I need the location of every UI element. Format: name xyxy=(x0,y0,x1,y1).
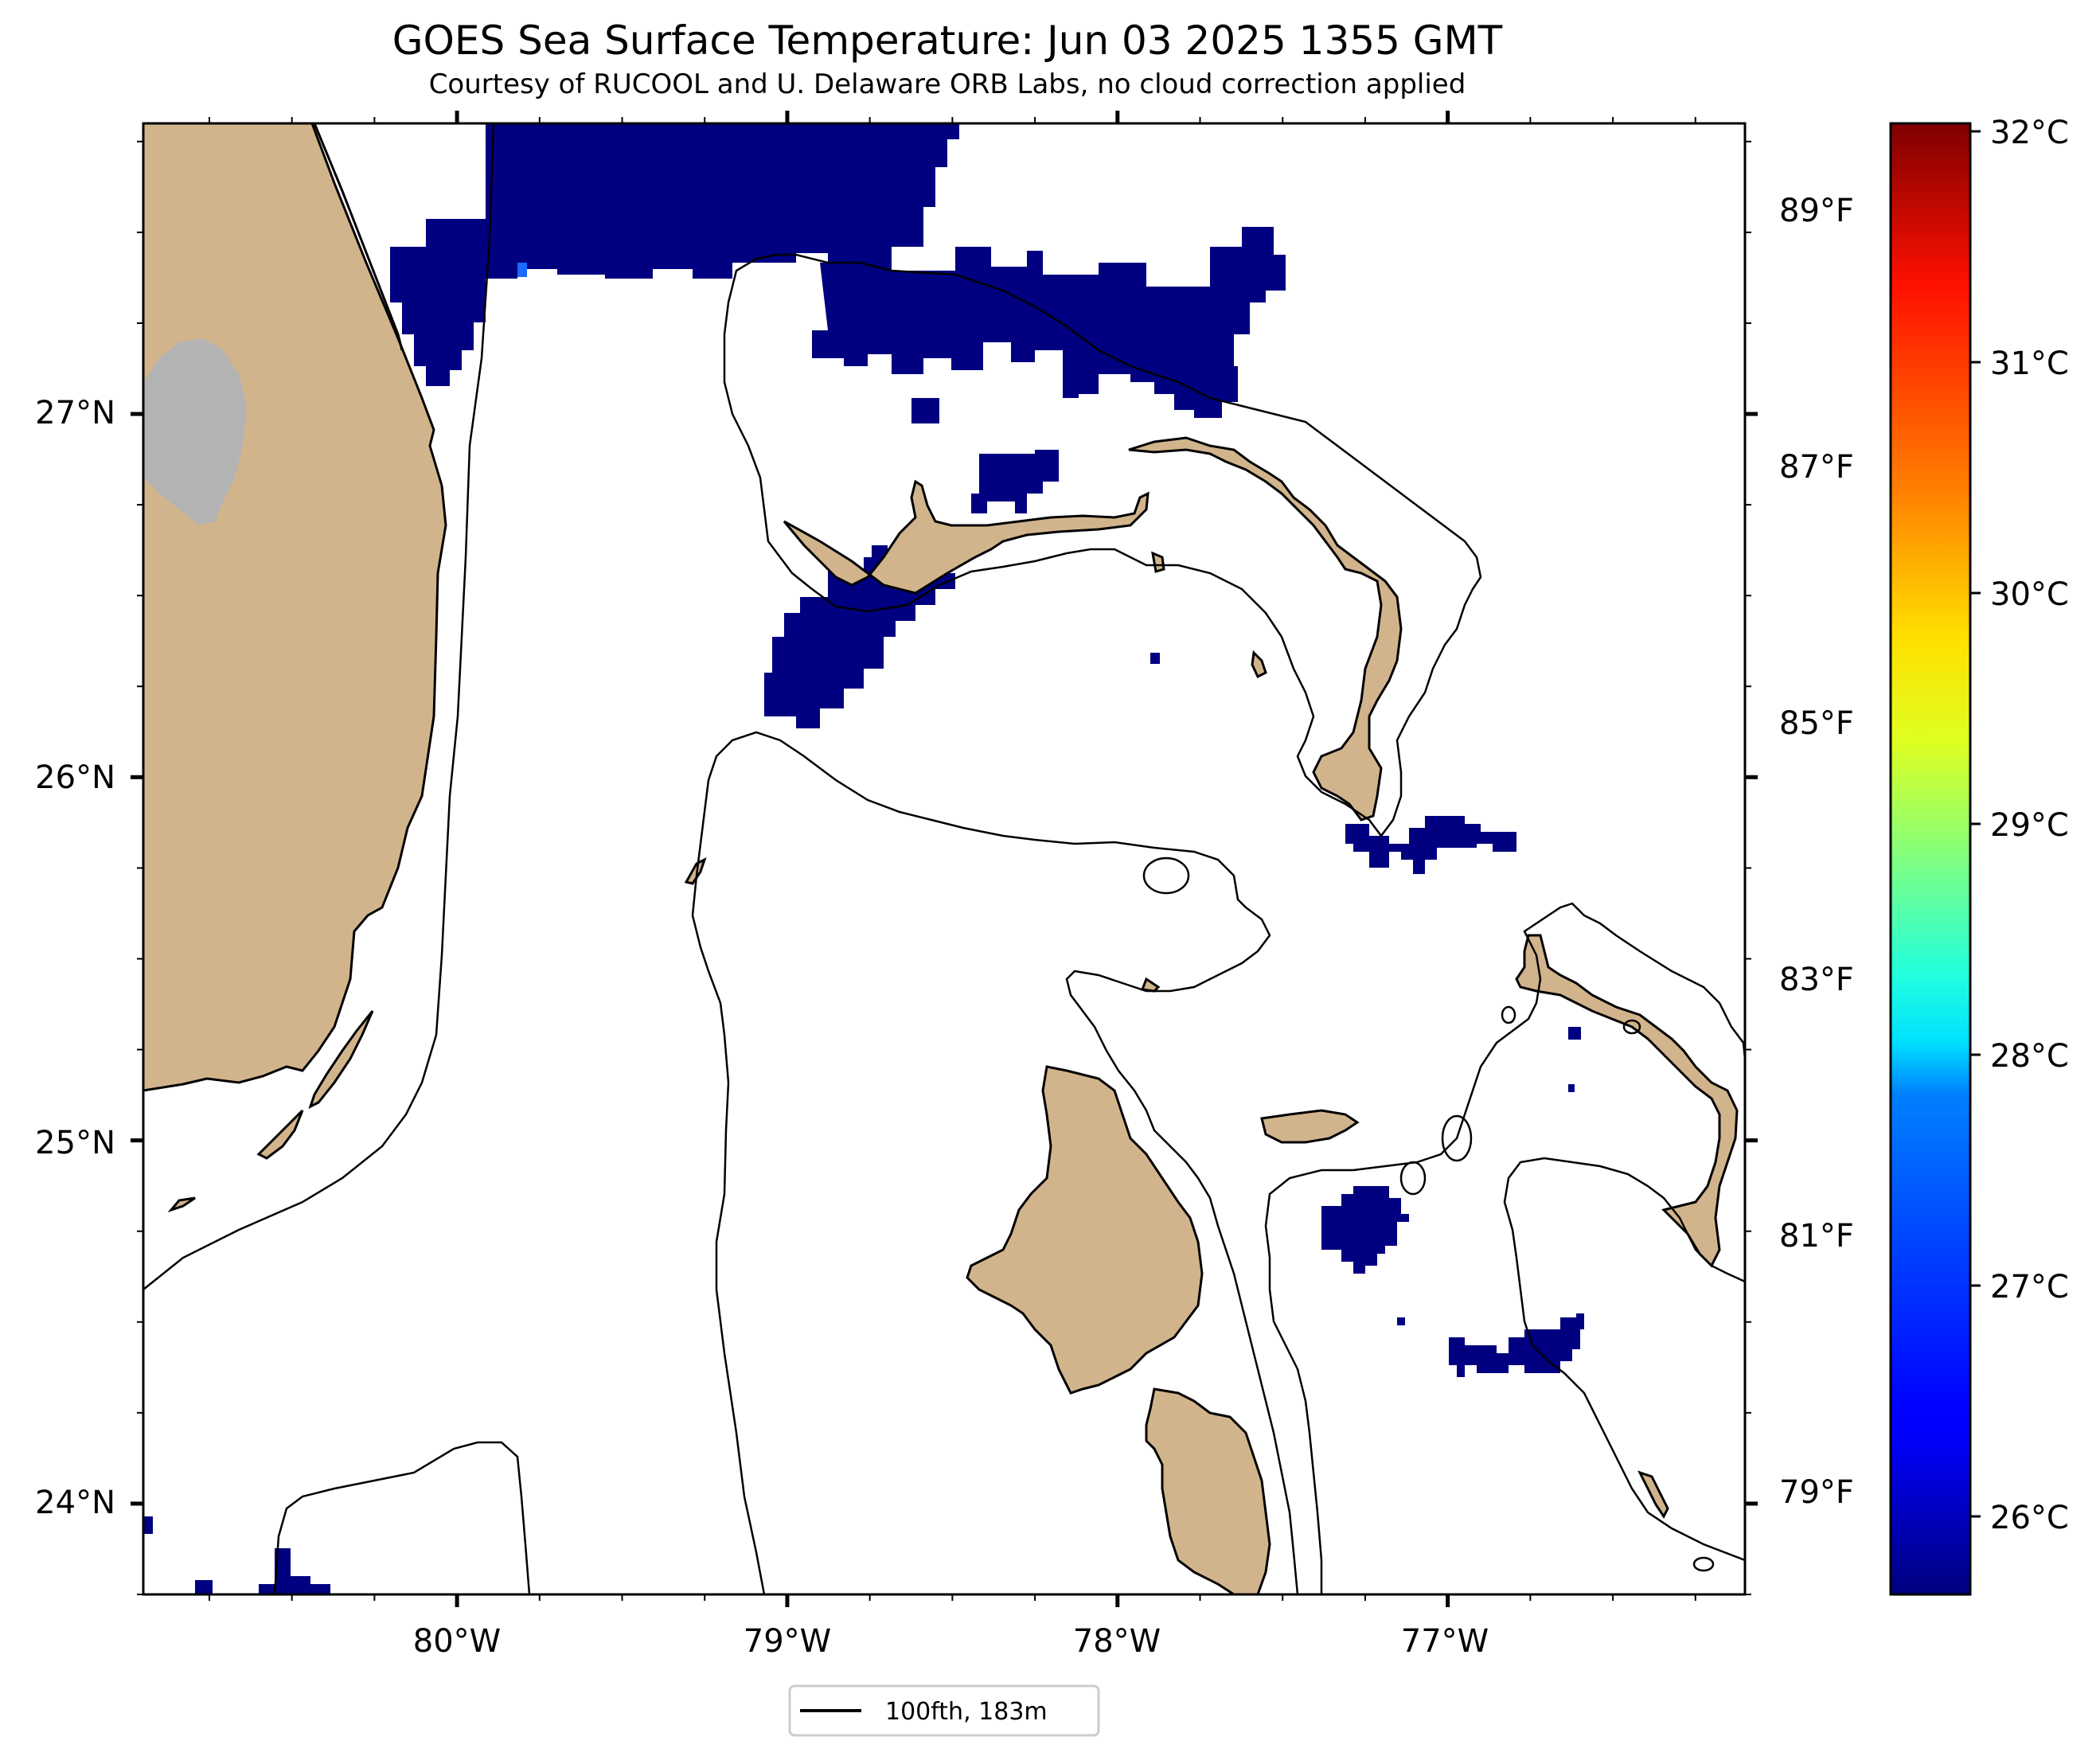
isobath-berry-ring xyxy=(1142,857,1190,895)
fahrenheit-label: 81°F xyxy=(1779,1218,1854,1255)
sst-patch-grand-bahama-south xyxy=(764,549,955,728)
sst-patch-abaco-west xyxy=(971,450,1059,513)
sst-patch-tiny-g xyxy=(143,1516,153,1534)
fahrenheit-label: 79°F xyxy=(1779,1474,1854,1511)
grand-bahama xyxy=(783,479,1150,595)
abaco xyxy=(1128,436,1403,821)
legend: 100fth, 183m xyxy=(788,1684,1100,1737)
isobath-ring-a xyxy=(1441,1114,1473,1162)
florida-intracoastal xyxy=(313,123,404,351)
sst-patch-exuma-sound-west xyxy=(1321,1186,1409,1274)
fahrenheit-labels: 89°F 87°F 85°F 83°F 81°F 79°F xyxy=(1779,193,1854,1511)
small-cay-a xyxy=(1151,551,1165,573)
isobath-little-bahama-bank xyxy=(723,253,1482,838)
nodata-patch xyxy=(143,338,247,525)
celsius-label: 26°C xyxy=(1990,1500,2069,1536)
lat-tick-labels: 27°N 26°N 25°N 24°N xyxy=(35,395,115,1521)
minor-ticks xyxy=(137,117,1751,1601)
sst-patch-eleuthera-west xyxy=(1345,816,1516,874)
celsius-label: 28°C xyxy=(1990,1038,2069,1075)
isobath-ring-b xyxy=(1399,1161,1427,1196)
florida-keys-upper xyxy=(308,1010,374,1109)
isobath-tongue-of-ocean xyxy=(695,731,1299,1594)
colorbar-gradient xyxy=(1889,122,1972,1596)
exuma-cays xyxy=(1637,1470,1669,1519)
sst-patch-little-bahama-north xyxy=(812,227,1286,418)
fahrenheit-label: 89°F xyxy=(1779,193,1854,229)
cold-sst-regions xyxy=(143,123,1584,1594)
isobath-cuba xyxy=(273,1441,531,1594)
map-title: GOES Sea Surface Temperature: Jun 03 202… xyxy=(392,18,1503,64)
colorbar-ticks xyxy=(1970,130,1981,1518)
sst-patch-white-hole xyxy=(390,147,486,215)
celsius-label: 32°C xyxy=(1990,115,2069,151)
isobath-ring-e xyxy=(1692,1556,1715,1572)
new-providence xyxy=(1260,1109,1360,1144)
isobath-great-bahama-bank-north xyxy=(691,875,766,1594)
major-ticks xyxy=(131,111,1758,1607)
small-cay-b xyxy=(1251,650,1267,679)
sst-patch-tiny-c xyxy=(1568,1027,1581,1040)
lon-tick-label: 80°W xyxy=(413,1623,501,1660)
isobath-ring-c xyxy=(1622,1019,1641,1035)
florida-keys-lower xyxy=(167,1196,196,1213)
celsius-label: 30°C xyxy=(1990,576,2069,613)
celsius-labels: 32°C 31°C 30°C 29°C 28°C 27°C 26°C xyxy=(1990,115,2069,1536)
isobath-exuma-sound xyxy=(1264,902,1745,1594)
andros xyxy=(966,1065,1204,1395)
map-frame xyxy=(142,122,1747,1596)
fahrenheit-label: 85°F xyxy=(1779,705,1854,742)
lat-tick-label: 24°N xyxy=(35,1485,115,1521)
celsius-label: 31°C xyxy=(1990,345,2069,382)
lon-tick-labels: 80°W 79°W 78°W 77°W xyxy=(413,1623,1489,1660)
lon-tick-label: 79°W xyxy=(744,1623,831,1660)
lat-tick-label: 26°N xyxy=(35,759,115,796)
colorbar: 32°C 31°C 30°C 29°C 28°C 27°C 26°C xyxy=(1889,115,2069,1596)
sst-patch-exuma-sound-south xyxy=(1449,1313,1584,1377)
isobath-contours xyxy=(143,123,1745,1594)
map-panel: 80°W 79°W 78°W 77°W 27°N 26°N 25°N 24°N … xyxy=(35,111,1854,1660)
andros-south xyxy=(1145,1387,1271,1594)
lon-tick-label: 78°W xyxy=(1073,1623,1161,1660)
sst-patch-warm-speck xyxy=(517,263,527,277)
map-subtitle: Courtesy of RUCOOL and U. Delaware ORB L… xyxy=(428,68,1466,100)
sst-patch-tiny-b xyxy=(1150,653,1160,664)
lat-tick-label: 25°N xyxy=(35,1125,115,1161)
fahrenheit-label: 87°F xyxy=(1779,449,1854,486)
celsius-label: 27°C xyxy=(1990,1269,2069,1305)
sst-patch-small-north xyxy=(911,398,939,423)
lon-tick-label: 77°W xyxy=(1401,1623,1489,1660)
celsius-label: 29°C xyxy=(1990,807,2069,844)
isobath-ring-d xyxy=(1501,1005,1516,1024)
sst-patch-north-florida-straits xyxy=(344,123,959,386)
isobath-exuma-sound-inner xyxy=(1503,1157,1745,1562)
florida-keys-middle xyxy=(256,1109,304,1160)
legend-box xyxy=(788,1684,1100,1737)
isobath-florida xyxy=(143,123,495,1290)
sst-patch-tiny-f xyxy=(195,1580,213,1594)
fahrenheit-label: 83°F xyxy=(1779,962,1854,998)
legend-label: 100fth, 183m xyxy=(885,1698,1048,1726)
sst-patch-tiny-d xyxy=(1568,1084,1575,1092)
sst-patch-tiny-e xyxy=(1397,1317,1405,1325)
lat-tick-label: 27°N xyxy=(35,395,115,431)
